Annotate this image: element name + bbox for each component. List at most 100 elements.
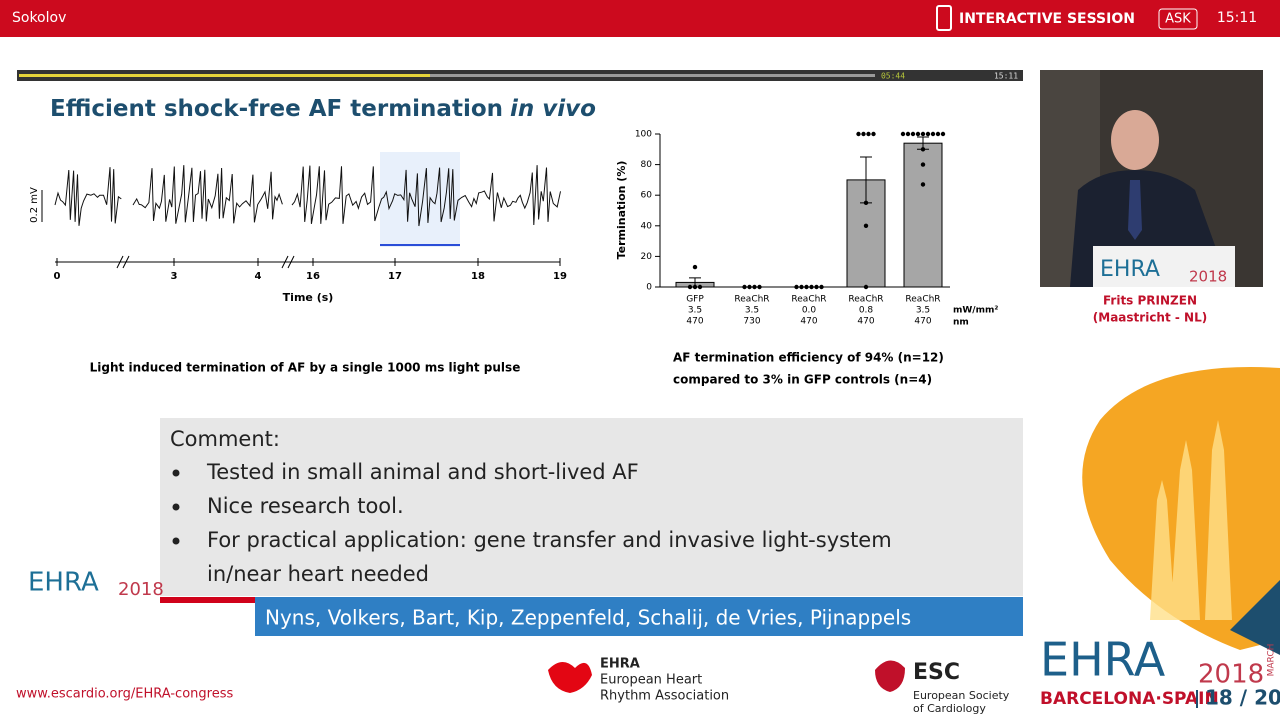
bullet-dot xyxy=(172,503,180,511)
data-point xyxy=(863,284,869,290)
ehra-logo-heart xyxy=(548,661,592,693)
x-tick-label: 3.5 xyxy=(688,306,702,316)
data-point xyxy=(863,223,869,228)
data-point xyxy=(856,131,861,137)
x-tick-label: ReaChR xyxy=(791,295,826,305)
trace-tick-label: 19 xyxy=(553,271,567,282)
progress-buffered xyxy=(430,74,875,77)
data-point xyxy=(871,131,876,137)
authors: Nyns, Volkers, Bart, Kip, Zeppenfeld, Sc… xyxy=(265,606,911,630)
unit-wavelength: nm xyxy=(953,318,969,328)
podium-logo: EHRA xyxy=(1100,257,1160,282)
data-point xyxy=(910,131,916,137)
speaker-head xyxy=(1111,110,1159,170)
data-point xyxy=(819,284,824,290)
title-main: Efficient shock-free AF termination xyxy=(50,96,503,122)
unit-power: mW/mm² xyxy=(953,306,998,316)
chart-caption: compared to 3% in GFP controls (n=4) xyxy=(673,373,932,387)
data-point xyxy=(920,162,926,167)
trace-tick-label: 18 xyxy=(471,271,485,282)
y-tick-label: 100 xyxy=(635,130,652,140)
presenter: Sokolov xyxy=(12,10,66,26)
data-point xyxy=(757,284,762,290)
ecg-segment xyxy=(54,167,122,226)
x-tick-label: 3.5 xyxy=(916,306,930,316)
cathedral xyxy=(1150,420,1232,620)
bar xyxy=(903,142,943,288)
data-point xyxy=(687,284,693,290)
trace-y-label: 0.2 mV xyxy=(29,187,40,223)
trace-tick-label: 0 xyxy=(54,271,61,282)
x-tick-label: 470 xyxy=(686,317,703,327)
bar-chart: 020406080100GFP3.5470ReaChR3.5730ReaChR0… xyxy=(635,130,950,327)
data-point xyxy=(814,284,819,290)
ecg-segment xyxy=(291,165,561,227)
trace-tick-label: 3 xyxy=(171,271,178,282)
y-tick-label: 20 xyxy=(641,252,653,262)
ehra-line: European Heart xyxy=(600,673,702,688)
bullet-text: Nice research tool. xyxy=(207,494,404,518)
data-point xyxy=(925,131,931,137)
speaker-affiliation: (Maastricht - NL) xyxy=(1093,311,1207,325)
data-point xyxy=(866,131,871,137)
data-point xyxy=(809,284,814,290)
data-point xyxy=(861,131,866,137)
data-point xyxy=(794,284,799,290)
data-point xyxy=(905,131,911,137)
data-point xyxy=(920,131,926,137)
data-point xyxy=(863,200,869,206)
trace-x-label: Time (s) xyxy=(283,291,334,304)
bullet-text: in/near heart needed xyxy=(207,562,429,586)
elapsed-time: 05:44 xyxy=(881,72,905,81)
ask-button[interactable] xyxy=(1158,8,1198,30)
x-tick-label: ReaChR xyxy=(848,295,883,305)
session-label: INTERACTIVE SESSION xyxy=(959,11,1135,27)
x-tick-label: ReaChR xyxy=(905,295,940,305)
ecg-segment xyxy=(132,165,283,224)
bullet-text: For practical application: gene transfer… xyxy=(207,528,892,552)
top-bar xyxy=(0,0,1280,37)
data-point xyxy=(935,131,941,137)
speaker-tie xyxy=(1128,180,1142,240)
brand-year: 2018 xyxy=(1198,660,1264,690)
data-point xyxy=(930,131,936,137)
authors-bar xyxy=(255,597,1023,636)
corner-accent xyxy=(1230,580,1280,655)
slide-logo-year: 2018 xyxy=(118,579,164,600)
trace-tick-label: 4 xyxy=(255,271,262,282)
esc-name: ESC xyxy=(913,660,960,685)
data-point xyxy=(804,284,809,290)
x-tick-label: GFP xyxy=(686,295,704,305)
x-tick-label: 0.8 xyxy=(859,306,874,316)
trace-caption: Light induced termination of AF by a sin… xyxy=(90,361,521,375)
chart-y-label: Termination (%) xyxy=(615,161,628,260)
data-point xyxy=(752,284,757,290)
footer-url[interactable]: www.escardio.org/EHRA-congress xyxy=(16,687,233,702)
bullet-dot xyxy=(172,537,180,545)
data-point xyxy=(940,131,946,137)
brand-city: BARCELONA·SPAIN xyxy=(1040,689,1219,709)
bullet-text: Tested in small animal and short-lived A… xyxy=(206,460,639,484)
ehra-name: EHRA xyxy=(600,657,640,672)
x-tick-label: 470 xyxy=(800,317,817,327)
y-tick-label: 0 xyxy=(646,283,652,293)
comment-bullets: Tested in small animal and short-lived A… xyxy=(172,460,892,586)
trace-tick-label: 17 xyxy=(388,271,402,282)
slide-logo: EHRA xyxy=(28,568,99,598)
slide-title: Efficient shock-free AF termination in vi… xyxy=(50,96,596,122)
data-point xyxy=(920,147,926,152)
data-point xyxy=(692,284,698,290)
total-time: 15:11 xyxy=(994,72,1018,81)
brand-month: MARCH xyxy=(1267,644,1277,677)
title-italic: in vivo xyxy=(510,96,596,122)
esc-logo-heart xyxy=(875,660,905,692)
data-point xyxy=(920,182,926,187)
ask-label[interactable]: ASK xyxy=(1165,12,1191,27)
brand-name: EHRA xyxy=(1040,633,1166,687)
x-tick-label: 730 xyxy=(743,317,760,327)
x-tick-label: 470 xyxy=(914,317,931,327)
comment-box xyxy=(160,418,1023,596)
podium-year: 2018 xyxy=(1189,268,1227,286)
